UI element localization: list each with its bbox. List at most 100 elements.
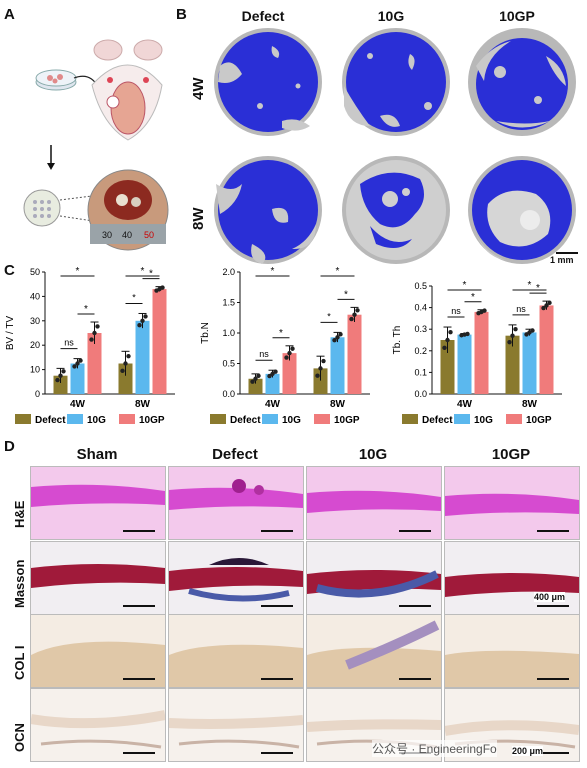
legend-swatch (210, 414, 226, 424)
y-tick-label: 30 (30, 316, 40, 326)
x-tick-label: 4W (265, 399, 281, 410)
data-point (442, 345, 447, 350)
histology-image (444, 466, 580, 540)
histology-image (306, 541, 442, 615)
y-tick-label: 0.1 (414, 367, 427, 377)
data-point (482, 308, 487, 313)
data-point (75, 361, 80, 366)
micro-ct-col-defect: Defect (241, 8, 285, 24)
y-tick-label: 20 (30, 340, 40, 350)
sig-label: * (84, 304, 88, 315)
y-tick-label: 0.3 (414, 324, 427, 334)
data-point (338, 332, 343, 337)
x-tick-label: 8W (330, 399, 346, 410)
data-point (287, 350, 292, 356)
data-point (55, 377, 60, 383)
histology-image (168, 466, 304, 540)
bar (282, 353, 297, 394)
legend-swatch (402, 414, 418, 424)
histo-col-defect: Defect (212, 446, 258, 463)
data-point (137, 322, 142, 328)
sig-label: ns (451, 306, 461, 316)
legend-swatch (506, 414, 522, 424)
legend-label: 10G (87, 415, 106, 426)
histology-scale-bar (261, 678, 293, 680)
histology-scale-bar (261, 752, 293, 754)
data-point (513, 327, 518, 332)
histology-image (168, 541, 304, 615)
legend-swatch (262, 414, 278, 424)
histo-col-10g: 10G (358, 446, 388, 463)
data-point (92, 330, 97, 336)
panel-label-c: C (4, 262, 15, 279)
bar (522, 332, 537, 394)
panel-label-b: B (176, 6, 187, 23)
legend-label: 10G (282, 415, 301, 426)
y-axis-label: BV / TV (5, 316, 16, 351)
panel-c-charts: 0 10 20 30 40 50 BV / TV 4W * ns * 8W * * * Defect 10G 10… (5, 266, 562, 426)
histology-image (444, 541, 580, 615)
data-point (250, 379, 255, 384)
micro-ct-scale-label: 1 mm (550, 255, 574, 265)
data-point (315, 373, 320, 378)
data-point (273, 369, 278, 374)
histo-row-masson: Masson (12, 559, 27, 608)
histology-scale-bar (399, 605, 431, 607)
histology-image (444, 614, 580, 688)
legend-label: 10GP (139, 415, 165, 426)
sig-label: * (336, 266, 340, 277)
legend-label: Defect (422, 415, 453, 426)
histology-scale-bar (399, 530, 431, 532)
legend-label: 10GP (334, 415, 360, 426)
legend-swatch (119, 414, 135, 424)
data-point (530, 328, 535, 333)
data-point (58, 373, 63, 378)
data-point (95, 324, 100, 329)
histology-scale-bar (123, 530, 155, 532)
data-point (352, 312, 357, 317)
panel-label-a: A (4, 6, 15, 23)
histology-scale-bar (399, 678, 431, 680)
micro-ct-scale-bar (556, 252, 578, 254)
histology-image (30, 466, 166, 540)
micro-ct-8w-defect (214, 156, 322, 264)
data-point (321, 358, 326, 364)
histology-image (168, 688, 304, 762)
y-tick-label: 0.0 (414, 389, 427, 399)
rat-ear-right (133, 39, 163, 61)
ruler (90, 224, 166, 244)
bar (505, 335, 520, 394)
histology-scale-bar (537, 530, 569, 532)
sig-label: * (344, 289, 348, 300)
bar (457, 334, 472, 394)
data-point (335, 335, 340, 340)
svg-text:40: 40 (122, 230, 132, 240)
histology-scale-bar (537, 678, 569, 680)
sig-label: * (149, 269, 153, 280)
micro-ct-row-8w: 8W (190, 207, 207, 231)
data-point (123, 361, 128, 366)
legend-swatch (15, 414, 31, 424)
y-tick-label: 1.5 (222, 298, 235, 308)
data-point (332, 337, 337, 343)
svg-text:30: 30 (102, 230, 112, 240)
histo-row-he: H&E (12, 500, 27, 528)
histology-scale-bar (123, 752, 155, 754)
data-point (510, 333, 515, 338)
histology-scale-bar (537, 752, 569, 754)
scale-label-200: 200 μm (512, 746, 544, 756)
data-point (160, 285, 165, 290)
data-point (72, 364, 77, 369)
histology-scale-bar (537, 605, 569, 607)
legend-label: Defect (35, 415, 66, 426)
histology-image (30, 688, 166, 762)
calvaria (110, 81, 146, 135)
data-point (547, 300, 552, 306)
watermark: 公众号 · EngineeringFo (372, 740, 497, 757)
data-point (349, 316, 354, 322)
panel-label-d: D (4, 438, 15, 455)
sig-label: * (132, 292, 136, 302)
sig-label: * (141, 266, 145, 277)
sig-label: * (471, 292, 475, 303)
sig-label: ns (64, 338, 74, 348)
